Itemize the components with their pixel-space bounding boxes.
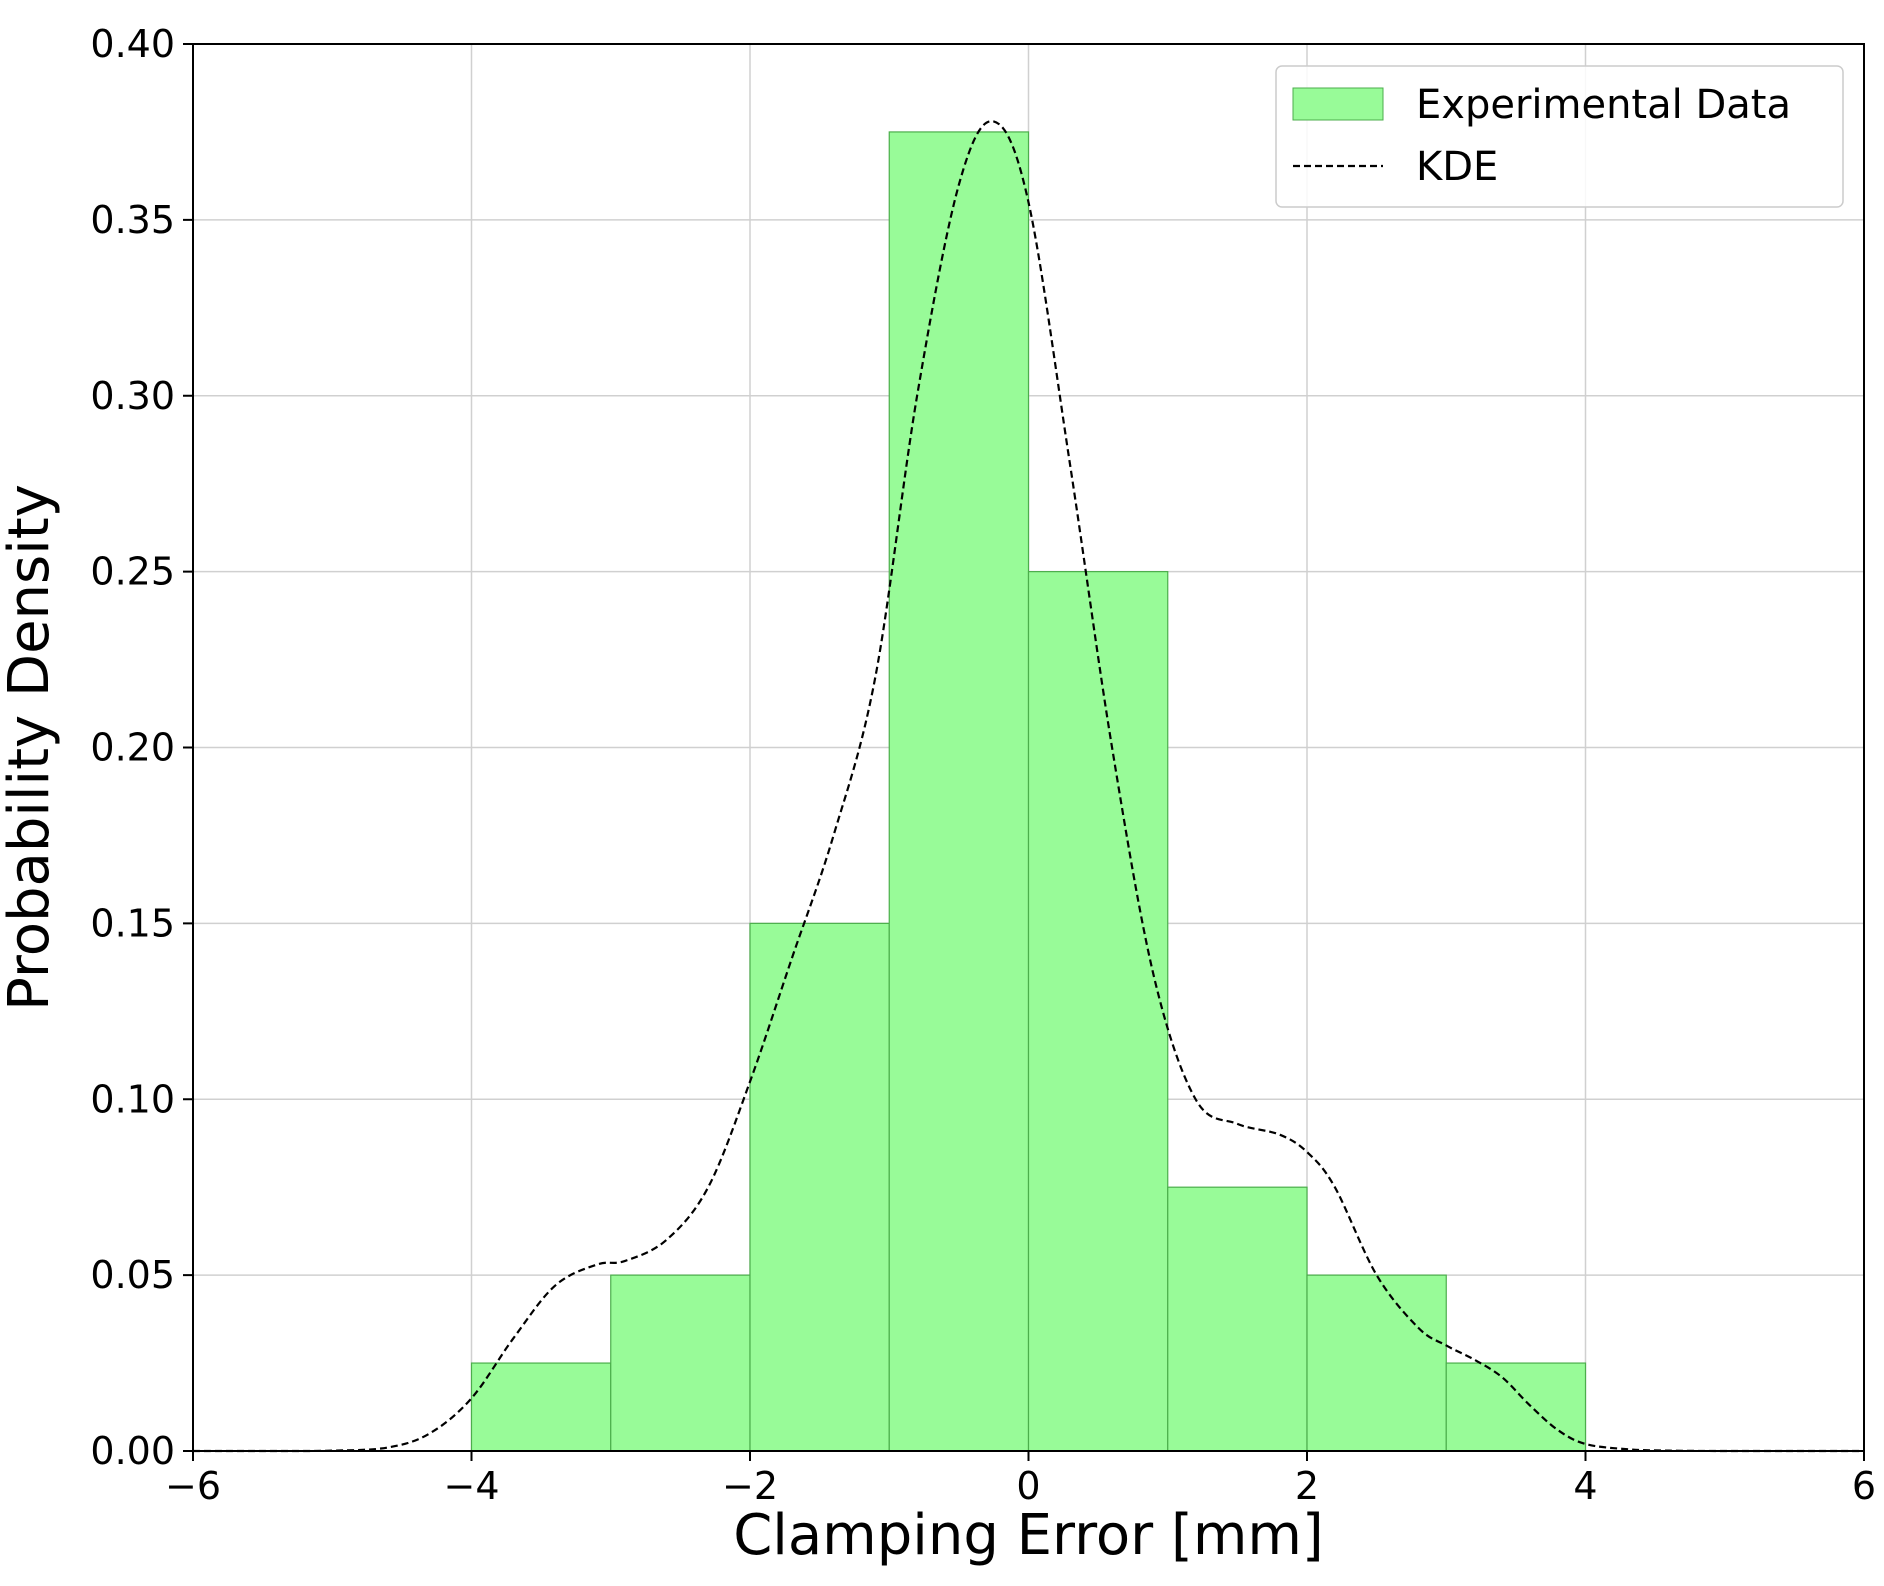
legend-swatch-experimental-data <box>1292 87 1384 121</box>
kde-curve-layer <box>192 120 1864 1453</box>
y-tick-label: 0.25 <box>90 550 175 594</box>
y-tick-label: 0.15 <box>90 901 175 945</box>
x-tick-label: 4 <box>1573 1464 1597 1508</box>
y-tick-label: 0.20 <box>90 726 175 770</box>
legend-label-kde: KDE <box>1416 144 1498 190</box>
histogram-bar <box>1167 1186 1308 1452</box>
y-tick-label: 0.40 <box>90 22 175 66</box>
y-tick-label: 0.00 <box>90 1429 175 1473</box>
x-tick-label: −6 <box>165 1464 221 1508</box>
x-tick-label: −4 <box>443 1464 499 1508</box>
y-axis-label: Probability Density <box>0 484 62 1011</box>
histogram-bar <box>1306 1274 1447 1452</box>
x-axis-ticks: −6 −4 −2 0 2 4 6 <box>165 1451 1876 1508</box>
histogram-bar <box>610 1274 751 1452</box>
legend: Experimental Data KDE <box>1275 65 1844 208</box>
histogram-bar <box>470 1362 612 1452</box>
histogram-bar <box>888 131 1030 1452</box>
histogram-bar <box>1445 1362 1587 1452</box>
kde-line <box>192 120 1864 1453</box>
histogram-bar <box>749 922 890 1452</box>
legend-box <box>1275 65 1844 208</box>
y-tick-label: 0.05 <box>90 1253 175 1297</box>
x-tick-label: −2 <box>722 1464 778 1508</box>
y-tick-label: 0.35 <box>90 198 175 242</box>
x-tick-label: 0 <box>1016 1464 1040 1508</box>
histogram-bars <box>470 131 1587 1452</box>
x-axis-label: Clamping Error [mm] <box>733 1503 1324 1568</box>
y-tick-label: 0.10 <box>90 1077 175 1121</box>
legend-label-experimental-data: Experimental Data <box>1416 82 1791 128</box>
x-tick-label: 6 <box>1852 1464 1876 1508</box>
x-tick-label: 2 <box>1295 1464 1319 1508</box>
y-tick-label: 0.30 <box>90 374 175 418</box>
histogram-bar <box>1027 571 1169 1452</box>
y-axis-ticks: 0.00 0.05 0.10 0.15 0.20 0.25 0.30 0.35 0.40 <box>90 22 193 1473</box>
